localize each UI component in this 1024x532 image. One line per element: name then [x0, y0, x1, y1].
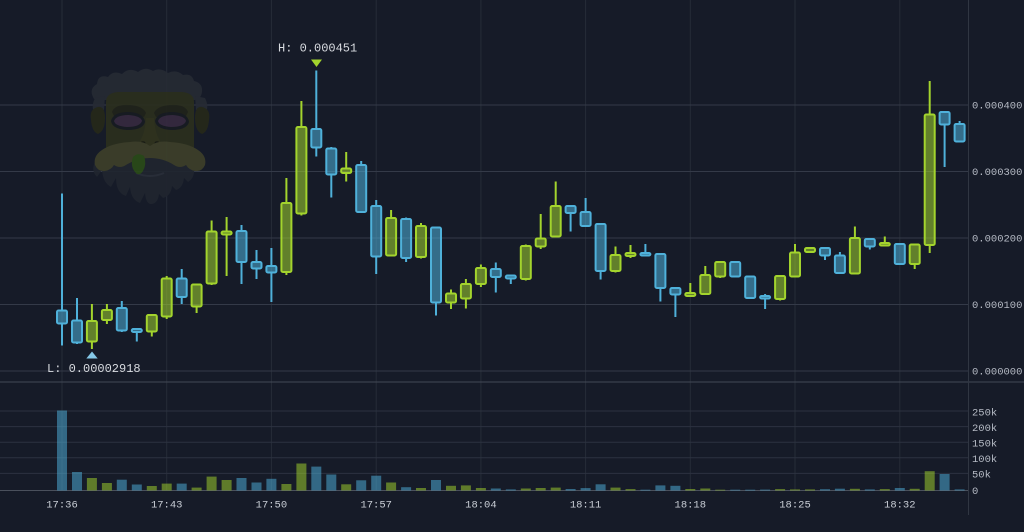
svg-text:17:36: 17:36	[46, 500, 78, 512]
svg-text:L: 0.00002918: L: 0.00002918	[47, 362, 141, 376]
svg-text:200k: 200k	[972, 423, 997, 435]
svg-text:H: 0.000451: H: 0.000451	[278, 42, 357, 56]
svg-text:18:25: 18:25	[779, 500, 811, 512]
svg-text:0.000000: 0.000000	[972, 367, 1022, 379]
svg-text:18:11: 18:11	[570, 500, 602, 512]
svg-text:18:32: 18:32	[884, 500, 916, 512]
svg-text:18:04: 18:04	[465, 500, 497, 512]
svg-text:17:43: 17:43	[151, 500, 183, 512]
svg-text:0.000300: 0.000300	[972, 167, 1022, 179]
svg-text:0.000400: 0.000400	[972, 101, 1022, 113]
svg-text:0: 0	[972, 486, 978, 498]
svg-text:17:50: 17:50	[256, 500, 288, 512]
svg-text:0.000100: 0.000100	[972, 300, 1022, 312]
svg-text:0.000200: 0.000200	[972, 234, 1022, 246]
svg-text:150k: 150k	[972, 439, 997, 451]
svg-text:250k: 250k	[972, 408, 997, 420]
svg-text:17:57: 17:57	[360, 500, 392, 512]
svg-text:18:18: 18:18	[675, 500, 707, 512]
svg-text:100k: 100k	[972, 454, 997, 466]
svg-text:50k: 50k	[972, 470, 991, 482]
